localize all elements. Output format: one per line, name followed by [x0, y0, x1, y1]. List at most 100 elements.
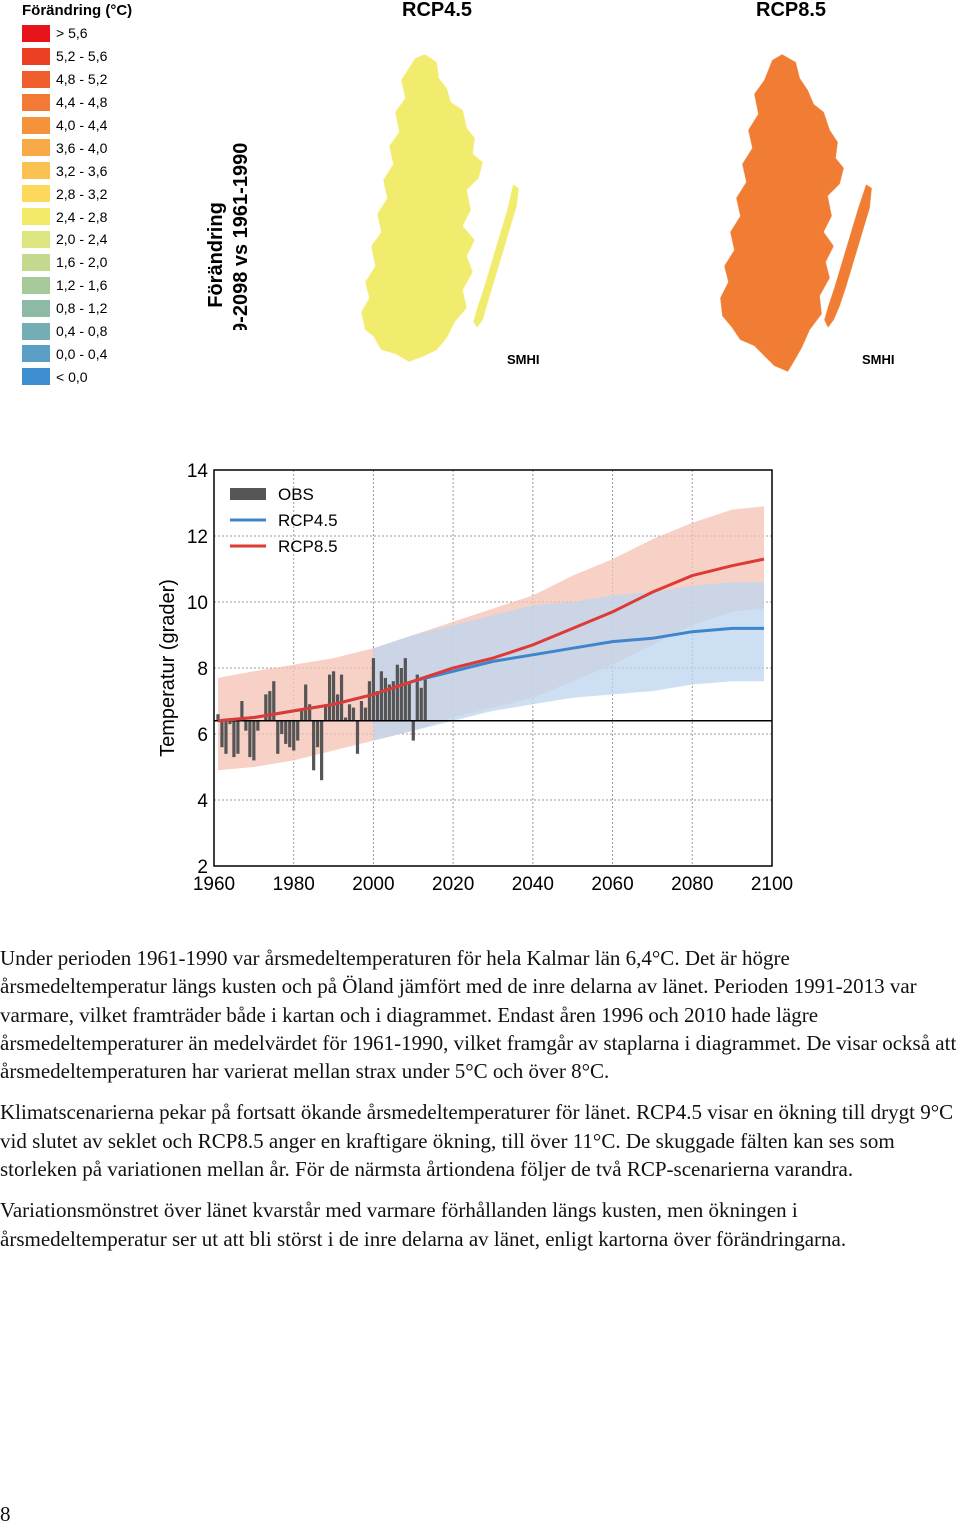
legend-swatch — [22, 70, 50, 88]
legend-swatch — [22, 253, 50, 271]
vertical-label-line1: Förändring — [205, 202, 227, 308]
y-tick-label: 8 — [197, 659, 208, 680]
y-tick-label: 6 — [197, 725, 208, 746]
legend-swatch — [22, 299, 50, 317]
obs-bar — [220, 720, 224, 748]
obs-bar — [264, 694, 268, 721]
legend-swatch — [22, 322, 50, 340]
obs-bar — [355, 720, 360, 754]
paragraph-1: Under perioden 1961-1990 var årsmedeltem… — [0, 946, 957, 1084]
obs-bar — [395, 664, 399, 721]
legend-entry-label: OBS — [278, 485, 314, 504]
chart-lines — [214, 557, 772, 723]
obs-bar — [244, 720, 248, 731]
obs-bar — [423, 677, 427, 721]
kalmar-mainland-rcp85 — [719, 53, 845, 373]
y-tick-label: 10 — [187, 593, 208, 614]
legend-label: < 0,0 — [56, 368, 88, 385]
obs-bar — [367, 681, 372, 721]
map-vertical-label: Förändring 2069-2098 vs 1961-1990 — [205, 143, 252, 330]
rcp45-band — [373, 582, 765, 741]
paragraph-2: Klimatscenarierna pekar på fortsatt ökan… — [0, 1100, 954, 1182]
legend-label: 3,2 - 3,6 — [56, 162, 108, 179]
obs-bar — [343, 717, 348, 721]
legend-obs-swatch — [230, 488, 266, 500]
legend-swatch — [22, 276, 50, 294]
chart-bands — [217, 506, 765, 771]
y-axis-label: Temperatur (grader) — [157, 579, 179, 757]
obs-bar — [284, 720, 288, 744]
legend-label: 4,4 - 4,8 — [56, 94, 108, 111]
obs-bar — [351, 707, 356, 721]
legend-swatch — [22, 368, 50, 386]
legend-label: 2,8 - 3,2 — [56, 185, 108, 202]
body-text: Under perioden 1961-1990 var årsmedeltem… — [0, 944, 960, 1266]
x-tick-label: 2000 — [352, 874, 394, 895]
obs-bar — [324, 704, 328, 721]
legend-row: 4,8 - 5,2 — [22, 68, 162, 91]
legend-row: 2,0 - 2,4 — [22, 228, 162, 251]
obs-bar — [399, 668, 403, 721]
legend-row: > 5,6 — [22, 22, 162, 45]
legend-label: 1,6 - 2,0 — [56, 254, 108, 271]
legend-row: 0,8 - 1,2 — [22, 297, 162, 320]
obs-bar — [232, 720, 236, 758]
obs-bars — [216, 658, 427, 781]
legend-label: 5,2 - 5,6 — [56, 48, 108, 65]
obs-bar — [415, 674, 419, 721]
obs-bar — [391, 681, 395, 721]
plot-frame — [213, 469, 773, 867]
rcp85-line — [217, 557, 765, 723]
obs-bar — [276, 720, 280, 754]
color-legend: Förändring (°C) > 5,6 5,2 - 5,6 4,8 - 5,2 4… — [22, 0, 162, 388]
legend-swatch — [22, 24, 50, 42]
legend-row: 3,6 - 4,0 — [22, 136, 162, 159]
chart-axes: 1960 1980 2000 2020 2040 2060 2080 2100 2 4 6 8 10 12… — [187, 461, 793, 895]
legend-row: 4,4 - 4,8 — [22, 91, 162, 114]
legend-row: 4,0 - 4,4 — [22, 114, 162, 137]
legend-row: 0,0 - 0,4 — [22, 342, 162, 365]
legend-label: 0,0 - 0,4 — [56, 345, 108, 362]
legend-swatch — [22, 208, 50, 226]
x-tick-label: 2060 — [591, 874, 633, 895]
obs-bar — [268, 691, 272, 721]
obs-bar — [335, 694, 340, 721]
oland-rcp45 — [472, 183, 520, 329]
legend-label: 3,6 - 4,0 — [56, 139, 108, 156]
obs-bar — [347, 704, 352, 721]
obs-bar — [379, 671, 383, 721]
obs-bar — [312, 720, 316, 771]
obs-bar — [327, 674, 332, 721]
legend-row: 2,8 - 3,2 — [22, 182, 162, 205]
legend-label: 2,4 - 2,8 — [56, 208, 108, 225]
x-tick-label: 2040 — [512, 874, 554, 895]
y-tick-label: 2 — [197, 857, 208, 878]
x-tick-label: 1960 — [193, 874, 235, 895]
obs-bar — [240, 701, 244, 721]
legend-label: 4,8 - 5,2 — [56, 71, 108, 88]
legend-swatch — [22, 47, 50, 65]
obs-bar — [331, 671, 336, 721]
vertical-label-line2: 2069-2098 vs 1961-1990 — [230, 143, 252, 330]
rcp85-map-title: RCP8.5 — [756, 0, 827, 21]
rcp85-map: SMHI — [719, 53, 895, 373]
chart-legend: OBS RCP4.5 RCP8.5 — [230, 485, 338, 556]
y-tick-label: 14 — [187, 461, 209, 482]
legend-entry-label: RCP4.5 — [278, 511, 338, 530]
obs-bar — [308, 704, 312, 721]
legend-row: < 0,0 — [22, 365, 162, 388]
obs-bar — [256, 720, 260, 731]
legend-label: 0,8 - 1,2 — [56, 300, 108, 317]
legend-swatch — [22, 162, 50, 180]
obs-bar — [280, 720, 284, 734]
legend-row: 3,2 - 3,6 — [22, 159, 162, 182]
oland-rcp85 — [823, 183, 873, 329]
kalmar-mainland-rcp45 — [360, 53, 484, 363]
legend-swatch — [22, 185, 50, 203]
legend-row: 1,2 - 1,6 — [22, 274, 162, 297]
obs-bar — [252, 720, 256, 761]
obs-bar — [224, 720, 228, 754]
legend-label: 4,0 - 4,4 — [56, 117, 108, 133]
obs-bar — [403, 658, 407, 721]
obs-bar — [359, 701, 364, 721]
